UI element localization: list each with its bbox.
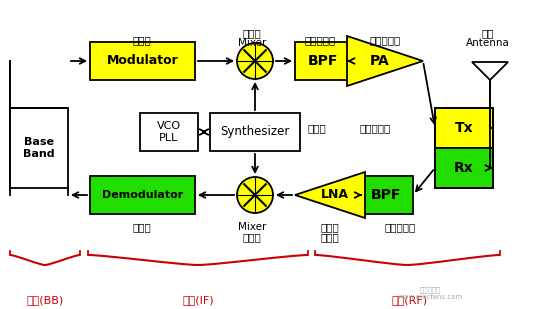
Polygon shape — [347, 36, 423, 86]
Bar — [295, 42, 350, 80]
Bar — [435, 108, 493, 148]
Text: Base
Band: Base Band — [23, 137, 55, 159]
Polygon shape — [295, 172, 365, 218]
Text: PA: PA — [370, 54, 390, 68]
Text: Antenna: Antenna — [466, 38, 510, 48]
Circle shape — [237, 177, 273, 213]
Text: Modulator: Modulator — [107, 54, 179, 67]
Text: 功率放大器: 功率放大器 — [370, 35, 401, 45]
Text: Rx: Rx — [454, 161, 474, 175]
Text: 解調器: 解調器 — [133, 222, 151, 232]
Bar — [140, 113, 198, 151]
Text: VCO
PLL: VCO PLL — [157, 121, 181, 143]
Text: Tx: Tx — [455, 121, 473, 135]
Bar — [435, 108, 493, 188]
Text: BPF: BPF — [307, 54, 338, 68]
Bar — [210, 113, 300, 151]
Bar — [435, 148, 493, 188]
Text: Synthesizer: Synthesizer — [221, 125, 289, 138]
Text: Mixer: Mixer — [238, 222, 266, 232]
Text: 傳送接收器: 傳送接收器 — [360, 123, 391, 133]
Text: 合成器: 合成器 — [308, 123, 327, 133]
Bar — [358, 176, 413, 214]
Text: 混頻器: 混頻器 — [243, 28, 261, 38]
Bar — [90, 176, 195, 214]
Text: 調變器: 調變器 — [133, 35, 151, 45]
Bar — [90, 42, 195, 80]
Circle shape — [237, 43, 273, 79]
Text: 天線: 天線 — [482, 28, 494, 38]
Text: Mixer: Mixer — [238, 38, 266, 48]
Text: 基頻(BB): 基頻(BB) — [26, 295, 63, 305]
Text: 電子發燒友
www.elecfans.com: 電子發燒友 www.elecfans.com — [398, 286, 463, 300]
Text: LNA: LNA — [321, 188, 349, 201]
Text: 混頻器: 混頻器 — [243, 232, 261, 242]
Text: 低雜訊: 低雜訊 — [321, 222, 339, 232]
Text: 射頻(RF): 射頻(RF) — [392, 295, 428, 305]
Polygon shape — [472, 62, 508, 80]
Bar — [10, 108, 68, 188]
Text: BPF: BPF — [370, 188, 401, 202]
Text: 放大器: 放大器 — [321, 232, 339, 242]
Text: 帶通濾波器: 帶通濾波器 — [305, 35, 336, 45]
Text: Demodulator: Demodulator — [102, 190, 183, 200]
Text: 帶通濾波器: 帶通濾波器 — [384, 222, 416, 232]
Text: 中頻(IF): 中頻(IF) — [182, 295, 214, 305]
